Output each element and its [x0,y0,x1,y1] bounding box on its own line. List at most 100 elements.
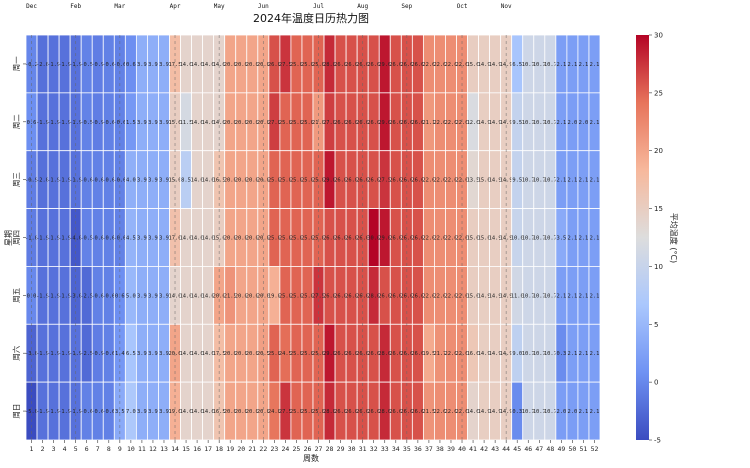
cell-value-label: 20.0 [246,178,259,184]
colorbar [636,35,649,440]
cell-value-label: 29.0 [323,178,336,184]
cell-value-label: 0.3 [556,351,566,357]
y-axis-title: 星期 [4,230,13,246]
cell-value-label: 3.9 [159,351,169,357]
cell-value-label: 26.0 [367,409,380,415]
cell-value-label: 2.0 [579,120,589,126]
cell-value-label: 20.0 [224,351,237,357]
cell-value-label: 20.0 [235,351,248,357]
cell-value-label: 3.9 [137,62,147,68]
x-tick-label: 21 [248,445,256,453]
cell-value-label: 14.9 [500,409,513,415]
cell-value-label: -0.6 [91,178,104,184]
cell-value-label: 14.9 [489,178,502,184]
cell-value-label: 14.9 [489,409,502,415]
cell-value-label: 2.1 [579,178,589,184]
cell-value-label: 3.9 [137,120,147,126]
cell-value-label: 14.0 [202,178,215,184]
cell-value-label: 22.0 [456,62,469,68]
cell-value-label: 26.0 [411,178,424,184]
cell-value-label: 10.7 [522,236,535,242]
x-tick-label: 5 [74,445,78,453]
cell-value-label: 10.7 [533,351,546,357]
x-tick-label: 11 [138,445,146,453]
cell-value-label: 20.0 [235,62,248,68]
cell-value-label: -1.9 [58,62,71,68]
cell-value-label: 16.0 [467,351,480,357]
cell-value-label: 11.0 [511,293,524,299]
cell-value-label: 6.5 [126,351,136,357]
cell-value-label: 10.7 [544,351,557,357]
cell-value-label: 26.0 [356,293,369,299]
cell-value-label: 20.0 [224,62,237,68]
colorbar-tick-label: 25 [654,89,663,97]
cell-value-label: 10.7 [544,409,557,415]
cell-value-label: 26.0 [334,178,347,184]
cell-value-label: 22.0 [456,409,469,415]
cell-value-label: 2.1 [579,293,589,299]
cell-value-label: 3.9 [148,293,158,299]
cell-value-label: 13.5 [467,178,480,184]
cell-value-label: 25.0 [301,409,314,415]
cell-value-label: 3.9 [159,178,169,184]
cell-value-label: 22.0 [444,178,457,184]
cell-value-label: 20.0 [224,409,237,415]
cell-value-label: 2.1 [556,62,566,68]
cell-value-label: 14.9 [478,120,491,126]
cell-value-label: 25.0 [290,351,303,357]
x-tick-label: 7 [96,445,100,453]
cell-value-label: 9.5 [512,178,522,184]
x-tick-label: 6 [85,445,89,453]
weekday-label: 周三 [12,172,21,187]
cell-value-label: 10.7 [522,120,535,126]
cell-value-label: 26.0 [356,409,369,415]
cell-value-label: -1.9 [47,409,60,415]
cell-value-label: 21.7 [433,351,446,357]
cell-value-label: 3.9 [159,293,169,299]
cell-value-label: 15.0 [467,236,480,242]
month-boundary-lines [31,35,507,440]
x-tick-label: 45 [513,445,521,453]
colorbar-tick-label: 20 [654,147,663,155]
cell-value-label: 20.0 [213,293,226,299]
month-labels: Dec Feb Mar Apr May Jun Jul Aug Sep Oct Nov [26,3,512,10]
cell-value-label: 22.0 [422,236,435,242]
cell-value-label: 10.7 [533,409,546,415]
x-tick-label: 52 [591,445,599,453]
cell-value-label: 19.0 [169,409,182,415]
cell-value-label: 2.1 [579,409,589,415]
cell-value-label: -0.6 [102,62,115,68]
x-tick-label: 31 [359,445,367,453]
cell-value-label: -0.6 [91,293,104,299]
cell-value-label: -1.9 [36,293,49,299]
month-label: May [214,3,225,10]
cell-value-label: 14.0 [202,62,215,68]
x-tick-label: 51 [580,445,588,453]
cell-value-label: 20.0 [257,293,270,299]
cell-value-label: 7.0 [126,409,136,415]
cell-value-label: 3.9 [137,293,147,299]
cell-value-label: 26.0 [389,351,402,357]
cell-value-label: 14.0 [202,351,215,357]
cell-value-label: -1.9 [47,293,60,299]
cell-value-label: 22.0 [444,236,457,242]
x-tick-label: 13 [160,445,168,453]
x-tick-label: 34 [392,445,400,453]
cell-value-label: 26.0 [345,120,358,126]
cell-value-label: 26.0 [334,409,347,415]
cell-value-label: 26.0 [400,62,413,68]
x-tick-label: 14 [171,445,179,453]
cell-value-label: 14.0 [202,293,215,299]
x-tick-label: 16 [193,445,201,453]
x-axis-title: 周数 [303,453,319,463]
cell-value-label: 17.0 [169,236,182,242]
cell-value-label: 25.0 [279,293,292,299]
cell-value-label: 0.0 [27,293,37,299]
cell-value-label: 27.5 [279,62,292,68]
cell-value-label: 26.0 [411,351,424,357]
cell-value-label: -2.5 [80,351,93,357]
cell-value-label: 4.0 [126,178,136,184]
cell-value-label: 22.0 [444,409,457,415]
colorbar-tick-label: 10 [654,263,663,271]
